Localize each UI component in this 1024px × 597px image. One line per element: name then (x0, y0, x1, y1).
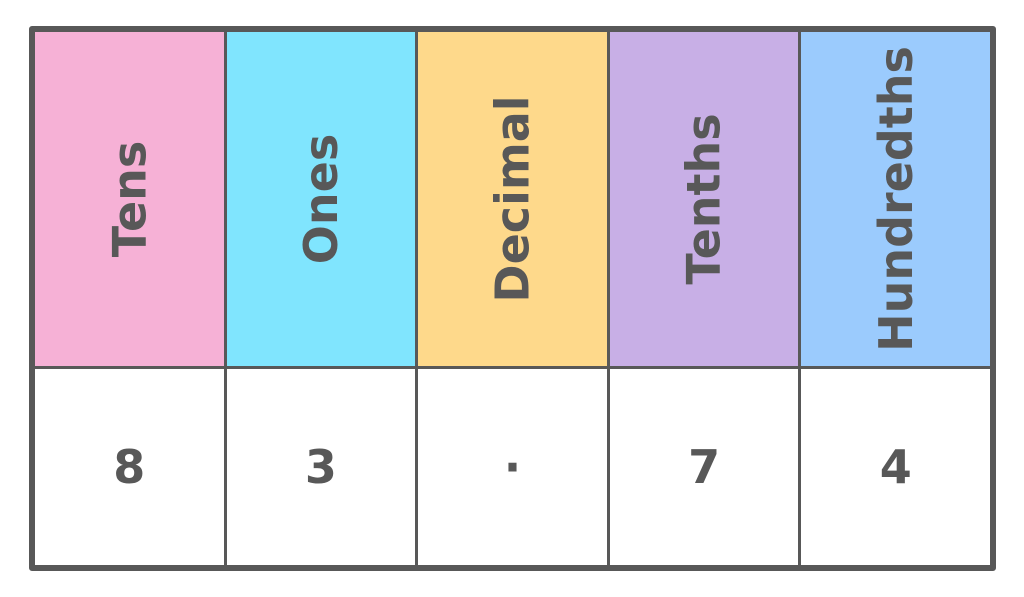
value-ones: 3 (226, 369, 416, 565)
value-tens: 8 (35, 369, 224, 565)
header-ones: Ones (226, 32, 416, 366)
header-label: Tens (102, 140, 157, 258)
header-label: Hundredths (868, 46, 923, 352)
header-decimal: Decimal (418, 32, 607, 366)
place-value-table: Tens Ones Decimal Tenths Hundredths 8 3 … (29, 26, 996, 571)
value-decimal-point: · (418, 369, 607, 565)
header-label: Tenths (677, 113, 732, 285)
header-hundredths: Hundredths (801, 32, 990, 366)
value-hundredths: 4 (801, 369, 990, 565)
value-tenths: 7 (609, 369, 799, 565)
header-label: Ones (293, 133, 348, 265)
header-tenths: Tenths (609, 32, 799, 366)
header-label: Decimal (485, 95, 540, 303)
header-tens: Tens (35, 32, 224, 366)
